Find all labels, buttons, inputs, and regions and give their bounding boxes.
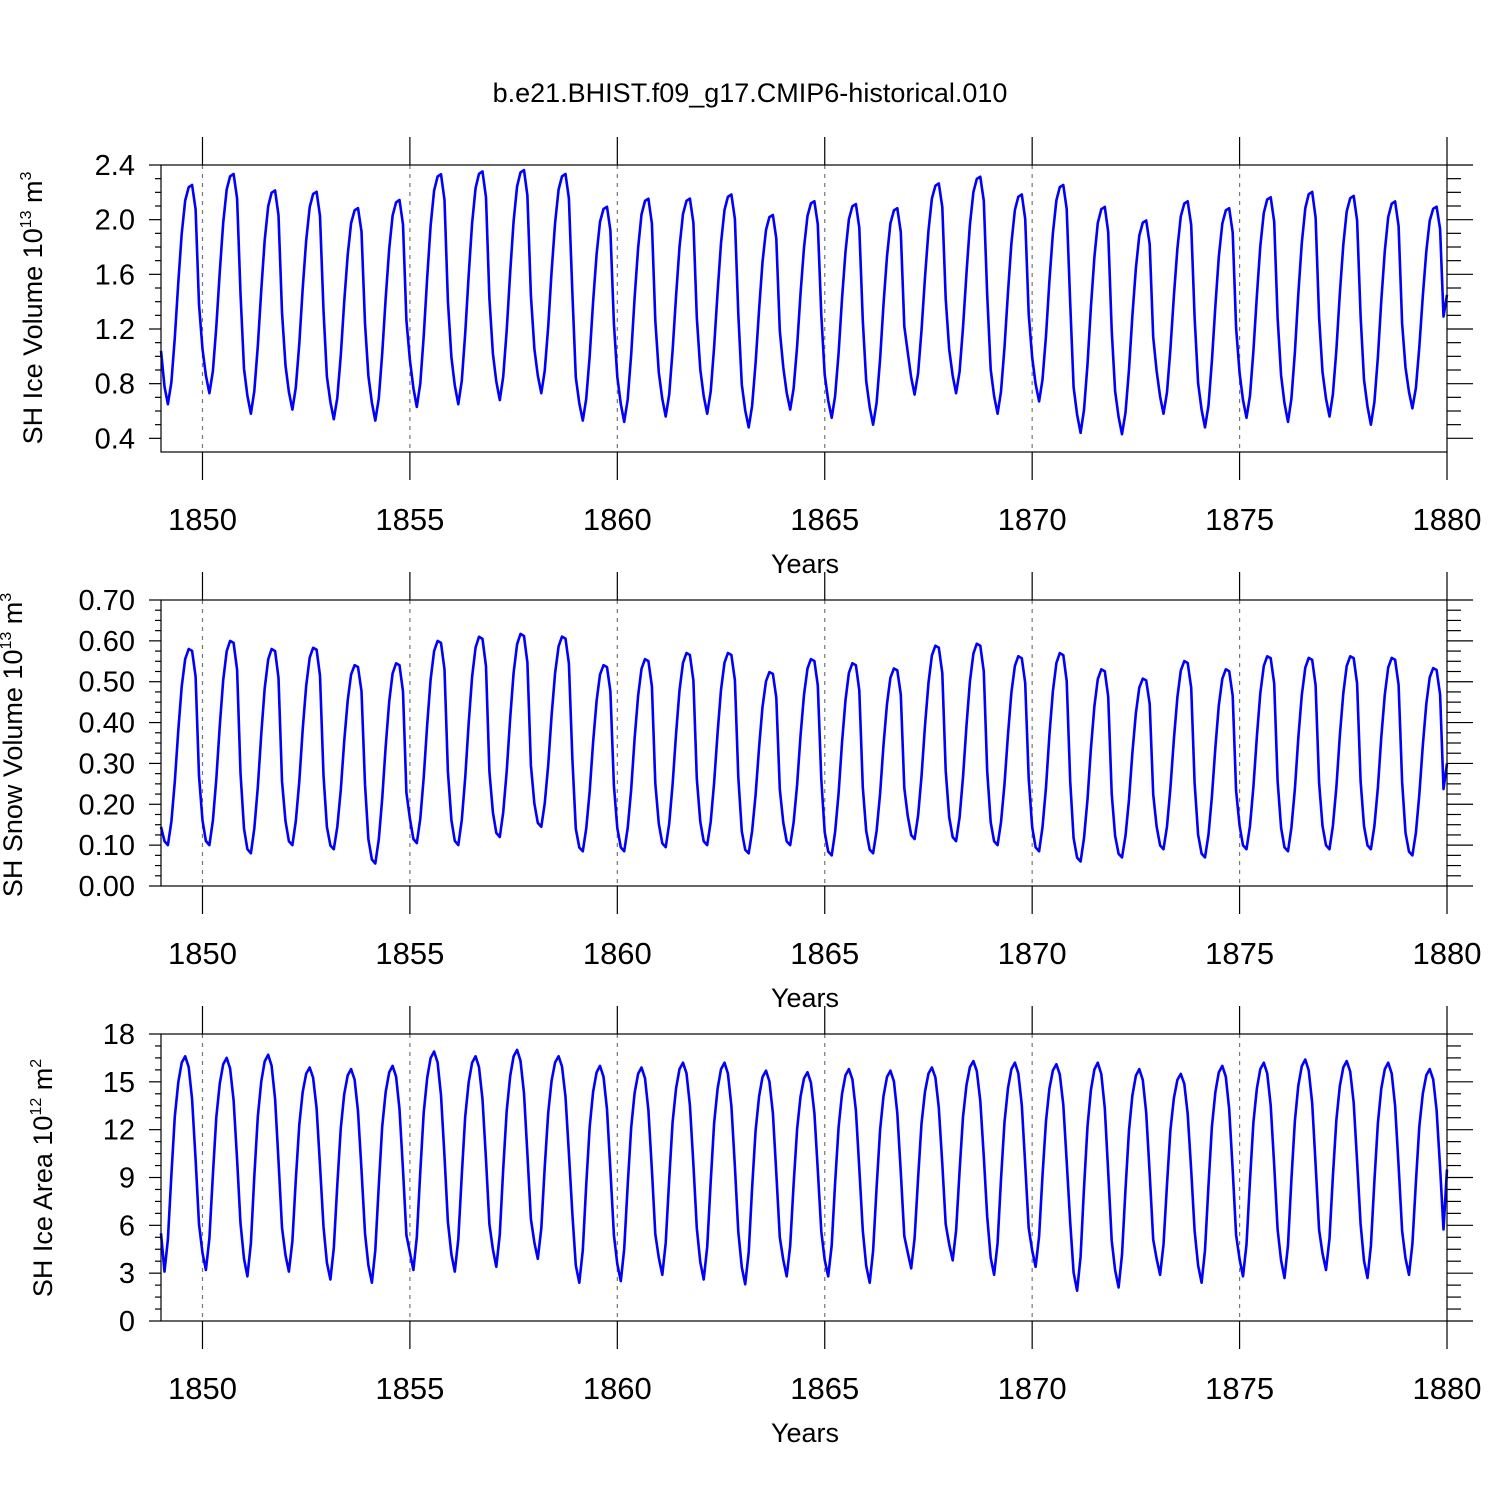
y-axis-label-exponent: 12 xyxy=(28,1098,45,1116)
y-axis-label-text: SH Ice Volume 10 xyxy=(18,228,48,444)
x-axis-label: Years xyxy=(771,549,839,579)
x-tick-label: 1850 xyxy=(168,936,237,971)
y-axis-label-exponent: 2 xyxy=(28,1059,45,1068)
y-tick-label: 1.2 xyxy=(95,314,135,346)
y-axis-label-text: m xyxy=(18,180,48,210)
y-axis-label-exponent: 3 xyxy=(18,171,35,180)
y-tick-label: 0.20 xyxy=(79,789,135,821)
y-axis-label: SH Ice Area 1012 m2 xyxy=(28,1059,58,1297)
y-axis-label: SH Snow Volume 1013 m3 xyxy=(0,593,28,897)
x-tick-label: 1860 xyxy=(583,936,652,971)
y-tick-label: 1.6 xyxy=(95,259,135,291)
y-axis-label-exponent: 13 xyxy=(18,210,35,228)
x-tick-label: 1875 xyxy=(1205,936,1274,971)
y-axis-label-text: m xyxy=(0,602,28,632)
y-tick-label: 2.4 xyxy=(95,150,135,182)
x-tick-label: 1880 xyxy=(1413,502,1482,537)
x-tick-label: 1860 xyxy=(583,1371,652,1406)
y-axis-label: SH Ice Volume 1013 m3 xyxy=(18,171,48,444)
x-tick-label: 1880 xyxy=(1413,936,1482,971)
x-axis-label: Years xyxy=(771,1418,839,1448)
y-tick-label: 3 xyxy=(119,1258,135,1290)
y-tick-label: 0.50 xyxy=(79,667,135,699)
y-axis-label-text: SH Ice Area 10 xyxy=(28,1116,58,1298)
plot-frame xyxy=(160,164,1448,453)
x-tick-label: 1875 xyxy=(1205,1371,1274,1406)
x-tick-label: 1870 xyxy=(998,1371,1067,1406)
y-tick-label: 6 xyxy=(119,1210,135,1242)
y-axis-label-exponent: 3 xyxy=(0,593,15,602)
series-line-snow-volume xyxy=(159,632,1449,865)
y-tick-label: 9 xyxy=(119,1163,135,1195)
y-tick-label: 2.0 xyxy=(95,205,135,237)
x-tick-label: 1865 xyxy=(790,502,859,537)
y-tick-label: 0.70 xyxy=(79,585,135,617)
plot-frame xyxy=(160,599,1448,887)
y-tick-label: 0.10 xyxy=(79,830,135,862)
y-axis-label-text: SH Snow Volume 10 xyxy=(0,650,28,898)
x-tick-label: 1850 xyxy=(168,502,237,537)
x-tick-label: 1855 xyxy=(375,502,444,537)
series-line-ice-volume xyxy=(159,168,1449,436)
panel-snow-volume: 0.00 0.10 0.20 0.30 0.40 0.50 0.60 0.70 1850 1855… xyxy=(0,572,1481,1013)
x-tick-label: 1865 xyxy=(790,936,859,971)
y-tick-label: 15 xyxy=(103,1067,135,1099)
y-tick-label: 12 xyxy=(103,1115,135,1147)
x-tick-label: 1855 xyxy=(375,1371,444,1406)
figure-title: b.e21.BHIST.f09_g17.CMIP6-historical.010 xyxy=(493,78,1008,108)
x-tick-label: 1875 xyxy=(1205,502,1274,537)
y-tick-label: 0.60 xyxy=(79,626,135,658)
y-tick-label: 0.40 xyxy=(79,708,135,740)
x-tick-label: 1855 xyxy=(375,936,444,971)
series-line-ice-area xyxy=(159,1048,1449,1292)
panel-ice-volume: 0.4 0.8 1.2 1.6 2.0 2.4 1850 1855 1860 1865 1870 18… xyxy=(18,137,1481,579)
y-tick-label: 0.00 xyxy=(79,871,135,903)
x-tick-label: 1850 xyxy=(168,1371,237,1406)
x-tick-label: 1860 xyxy=(583,502,652,537)
x-tick-label: 1880 xyxy=(1413,1371,1482,1406)
x-tick-label: 1870 xyxy=(998,936,1067,971)
y-tick-label: 0.4 xyxy=(95,423,135,455)
y-axis-label-exponent: 13 xyxy=(0,632,15,650)
panel-ice-area: 0 3 6 9 12 15 18 1850 1855 1860 1865 1870 1875 1880 Ye… xyxy=(28,1006,1481,1448)
y-axis-label-text: m xyxy=(28,1068,58,1098)
y-tick-label: 18 xyxy=(103,1019,135,1051)
x-tick-label: 1865 xyxy=(790,1371,859,1406)
x-tick-label: 1870 xyxy=(998,502,1067,537)
y-tick-label: 0 xyxy=(119,1306,135,1338)
x-axis-label: Years xyxy=(771,983,839,1013)
y-tick-label: 0.8 xyxy=(95,369,135,401)
y-tick-label: 0.30 xyxy=(79,748,135,780)
